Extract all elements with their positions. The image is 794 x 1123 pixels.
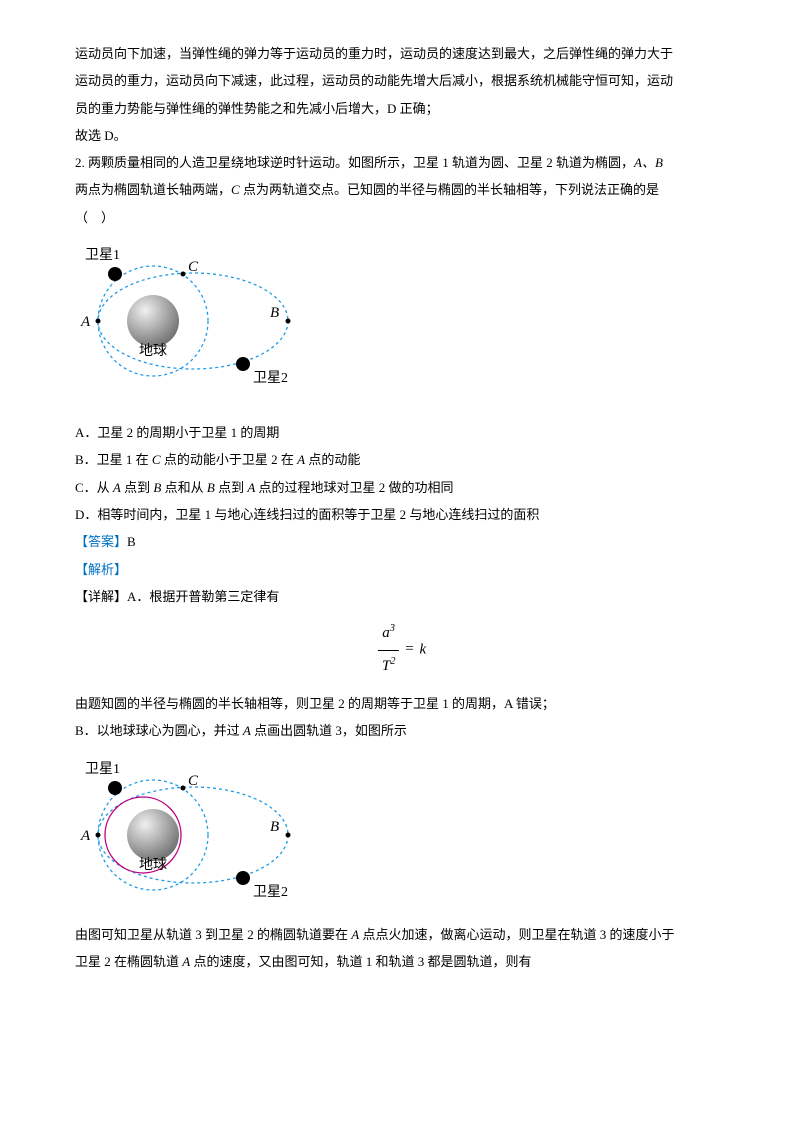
text: 点点火加速，做离心运动，则卫星在轨道 3 的速度小于 xyxy=(359,927,674,942)
svg-text:A: A xyxy=(80,314,91,330)
label-B: B xyxy=(207,480,215,495)
answer-line: 【答案】B xyxy=(75,528,729,555)
svg-text:地球: 地球 xyxy=(139,343,167,359)
text: 卫星 2 在椭圆轨道 xyxy=(75,954,182,969)
den-base: T xyxy=(382,658,390,674)
option-b: B．卫星 1 在 C 点的动能小于卫星 2 在 A 点的动能 xyxy=(75,446,729,473)
final-1: 由图可知卫星从轨道 3 到卫星 2 的椭圆轨道要在 A 点点火加速，做离心运动，… xyxy=(75,921,729,948)
text: 点和从 xyxy=(161,480,207,495)
num-base: a xyxy=(382,625,390,641)
final-2: 卫星 2 在椭圆轨道 A 点的速度，又由图可知，轨道 1 和轨道 3 都是圆轨道… xyxy=(75,948,729,975)
svg-text:卫星2: 卫星2 xyxy=(253,371,288,386)
paragraph: 员的重力势能与弹性绳的弹性势能之和先减小后增大，D 正确； xyxy=(75,95,729,122)
svg-text:B: B xyxy=(270,819,279,835)
document-page: 运动员向下加速，当弹性绳的弹力等于运动员的重力时，运动员的速度达到最大，之后弹性… xyxy=(0,0,794,1123)
label-A: A xyxy=(243,723,251,738)
orbit-figure-1: 卫星1 卫星2 地球 A B C xyxy=(75,239,729,399)
paragraph: 运动员的重力，运动员向下减速，此过程，运动员的动能先增大后减小，根据系统机械能守… xyxy=(75,67,729,94)
option-d: D．相等时间内，卫星 1 与地心连线扫过的面积等于卫星 2 与地心连线扫过的面积 xyxy=(75,501,729,528)
part-b: B．以地球球心为圆心，并过 A 点画出圆轨道 3，如图所示 xyxy=(75,717,729,744)
svg-text:B: B xyxy=(270,305,279,321)
text: 点为两轨道交点。已知圆的半径与椭圆的半长轴相等，下列说法正确的是 xyxy=(240,182,659,197)
text: 点的动能小于卫星 2 在 xyxy=(161,452,298,467)
explain-label: 【解析】 xyxy=(75,556,729,583)
text: 点的动能 xyxy=(305,452,360,467)
orbit-svg-1: 卫星1 卫星2 地球 A B C xyxy=(75,239,300,399)
label-C: C xyxy=(231,182,240,197)
text: 点到 xyxy=(121,480,154,495)
after-formula: 由题知圆的半径与椭圆的半长轴相等，则卫星 2 的周期等于卫星 1 的周期，A 错… xyxy=(75,690,729,717)
formula-k: k xyxy=(419,642,426,658)
detail-a: 【详解】A．根据开普勒第三定律有 xyxy=(75,583,729,610)
kepler-formula: a3 T2 = k xyxy=(75,618,729,682)
label-A: A xyxy=(113,480,121,495)
text: B．以地球球心为圆心，并过 xyxy=(75,723,243,738)
question-2-paren: （ ） xyxy=(75,204,729,231)
paragraph: 故选 D。 xyxy=(75,122,729,149)
text: 点到 xyxy=(215,480,248,495)
question-2: 2. 两颗质量相同的人造卫星绕地球逆时针运动。如图所示，卫星 1 轨道为圆、卫星… xyxy=(75,149,729,176)
question-2-line2: 两点为椭圆轨道长轴两端，C 点为两轨道交点。已知圆的半径与椭圆的半长轴相等，下列… xyxy=(75,176,729,203)
label-AB: A、B xyxy=(634,155,663,170)
svg-text:C: C xyxy=(188,773,199,789)
num-exp: 3 xyxy=(390,623,395,634)
den-exp: 2 xyxy=(390,656,395,667)
svg-text:A: A xyxy=(80,828,91,844)
text: C．从 xyxy=(75,480,113,495)
svg-text:卫星2: 卫星2 xyxy=(253,885,288,900)
option-c: C．从 A 点到 B 点和从 B 点到 A 点的过程地球对卫星 2 做的功相同 xyxy=(75,474,729,501)
label-A: A xyxy=(297,452,305,467)
text: 点的过程地球对卫星 2 做的功相同 xyxy=(255,480,453,495)
paragraph: 运动员向下加速，当弹性绳的弹力等于运动员的重力时，运动员的速度达到最大，之后弹性… xyxy=(75,40,729,67)
text: 两点为椭圆轨道长轴两端， xyxy=(75,182,231,197)
text: 由图可知卫星从轨道 3 到卫星 2 的椭圆轨道要在 xyxy=(75,927,351,942)
svg-text:地球: 地球 xyxy=(139,857,167,873)
svg-text:卫星1: 卫星1 xyxy=(85,248,120,263)
option-a: A．卫星 2 的周期小于卫星 1 的周期 xyxy=(75,419,729,446)
svg-text:卫星1: 卫星1 xyxy=(85,762,120,777)
orbit-svg-2: 卫星1 卫星2 地球 A B C xyxy=(75,753,300,913)
orbit-figure-2: 卫星1 卫星2 地球 A B C xyxy=(75,753,729,913)
text: 点的速度，又由图可知，轨道 1 和轨道 3 都是圆轨道，则有 xyxy=(190,954,531,969)
answer-value: B xyxy=(127,534,136,549)
label-C: C xyxy=(152,452,161,467)
svg-text:C: C xyxy=(188,259,199,275)
answer-label: 【答案】 xyxy=(75,534,127,549)
text: B．卫星 1 在 xyxy=(75,452,152,467)
text: 点画出圆轨道 3，如图所示 xyxy=(251,723,407,738)
text: 2. 两颗质量相同的人造卫星绕地球逆时针运动。如图所示，卫星 1 轨道为圆、卫星… xyxy=(75,155,634,170)
